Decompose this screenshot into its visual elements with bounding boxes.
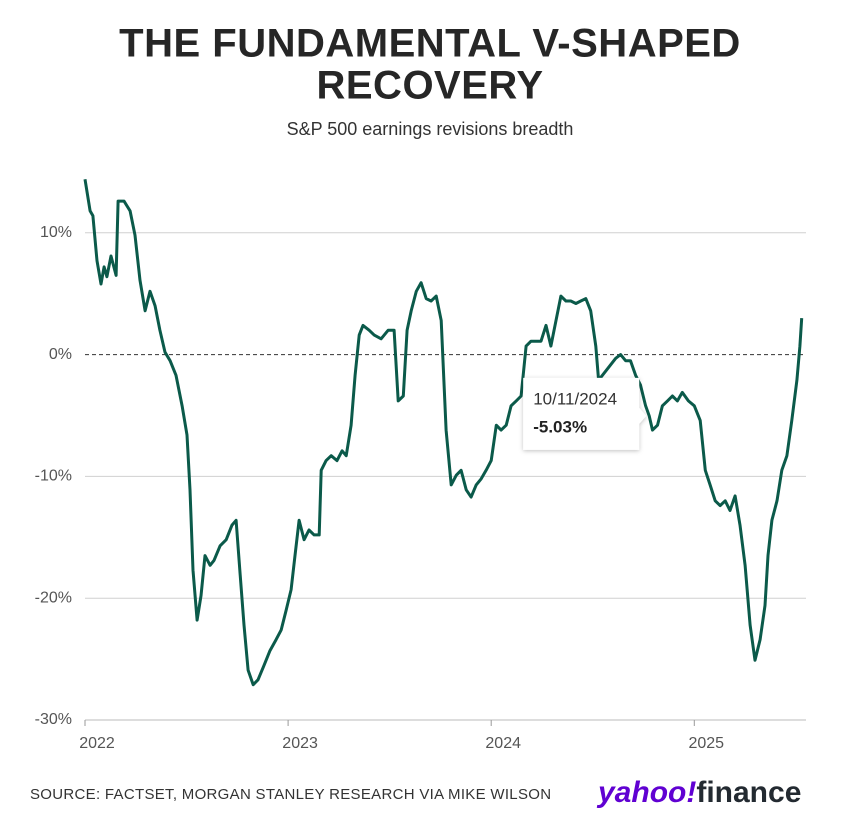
y-tick-label: -20% (35, 589, 72, 606)
tooltip-box (523, 377, 647, 450)
tooltip (523, 377, 647, 450)
chart-title: RECOVERY (316, 64, 543, 108)
x-tick-label: 2024 (485, 735, 521, 752)
data-line (83, 178, 804, 687)
y-tick-label: -30% (35, 711, 72, 728)
y-tick-label: 10% (40, 224, 72, 241)
x-tick-label: 2022 (79, 735, 115, 752)
tooltip-date: 10/11/2024 (533, 389, 617, 408)
y-tick-label: -10% (35, 468, 72, 485)
brand-logo: yahoo!finance (596, 776, 801, 809)
tooltip-value: -5.03% (533, 417, 587, 436)
y-tick-label: 0% (49, 346, 72, 363)
x-tick-label: 2023 (282, 735, 318, 752)
chart-subtitle: S&P 500 earnings revisions breadth (287, 119, 574, 139)
brand-part: yahoo! (596, 776, 696, 809)
chart-title: THE FUNDAMENTAL V-SHAPED (119, 22, 741, 66)
x-tick-label: 2025 (688, 735, 724, 752)
source-note: SOURCE: FACTSET, MORGAN STANLEY RESEARCH… (30, 786, 551, 803)
brand-part: finance (696, 776, 801, 809)
